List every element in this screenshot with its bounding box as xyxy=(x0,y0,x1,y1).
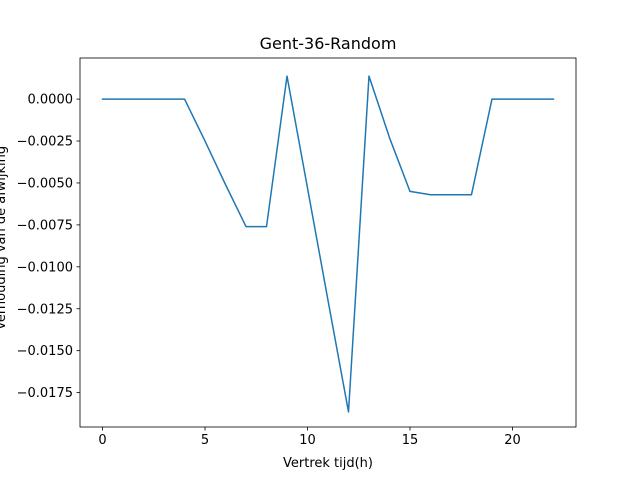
x-tick-label: 20 xyxy=(504,433,521,448)
y-tick-label: −0.0175 xyxy=(17,386,73,401)
plot-layer xyxy=(101,75,555,413)
plot-frame xyxy=(79,57,577,428)
x-tick-label: 15 xyxy=(402,433,419,448)
y-tick-label: −0.0025 xyxy=(17,135,73,150)
x-tick-label: 5 xyxy=(201,433,209,448)
x-tick-label: 10 xyxy=(299,433,316,448)
y-tick-label: −0.0125 xyxy=(17,302,73,317)
y-tick-label: −0.0050 xyxy=(17,176,73,191)
y-tick-label: −0.0150 xyxy=(17,344,73,359)
x-tick-label: 0 xyxy=(98,433,106,448)
series-line-0 xyxy=(101,75,555,413)
x-axis-label: Vertrek tijd(h) xyxy=(283,456,373,471)
axes-layer: 0 5 10 15 20 0.0000 −0.0025 −0.0050 −0.0075 −0.01… xyxy=(17,57,577,448)
y-axis-label: Verhouding van de afwijking xyxy=(0,146,9,330)
y-tick-label: 0.0000 xyxy=(28,93,74,108)
chart-title: Gent-36-Random xyxy=(260,34,397,53)
y-tick-label: −0.0075 xyxy=(17,218,73,233)
y-tick-label: −0.0100 xyxy=(17,260,73,275)
